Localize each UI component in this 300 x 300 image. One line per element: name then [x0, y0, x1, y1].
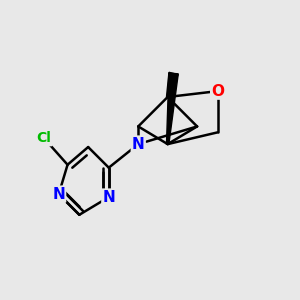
Text: N: N — [132, 136, 145, 152]
Polygon shape — [167, 73, 178, 144]
Text: O: O — [211, 84, 224, 99]
Text: N: N — [102, 190, 115, 205]
Text: Cl: Cl — [37, 131, 51, 145]
Polygon shape — [167, 72, 178, 97]
Text: N: N — [52, 187, 65, 202]
